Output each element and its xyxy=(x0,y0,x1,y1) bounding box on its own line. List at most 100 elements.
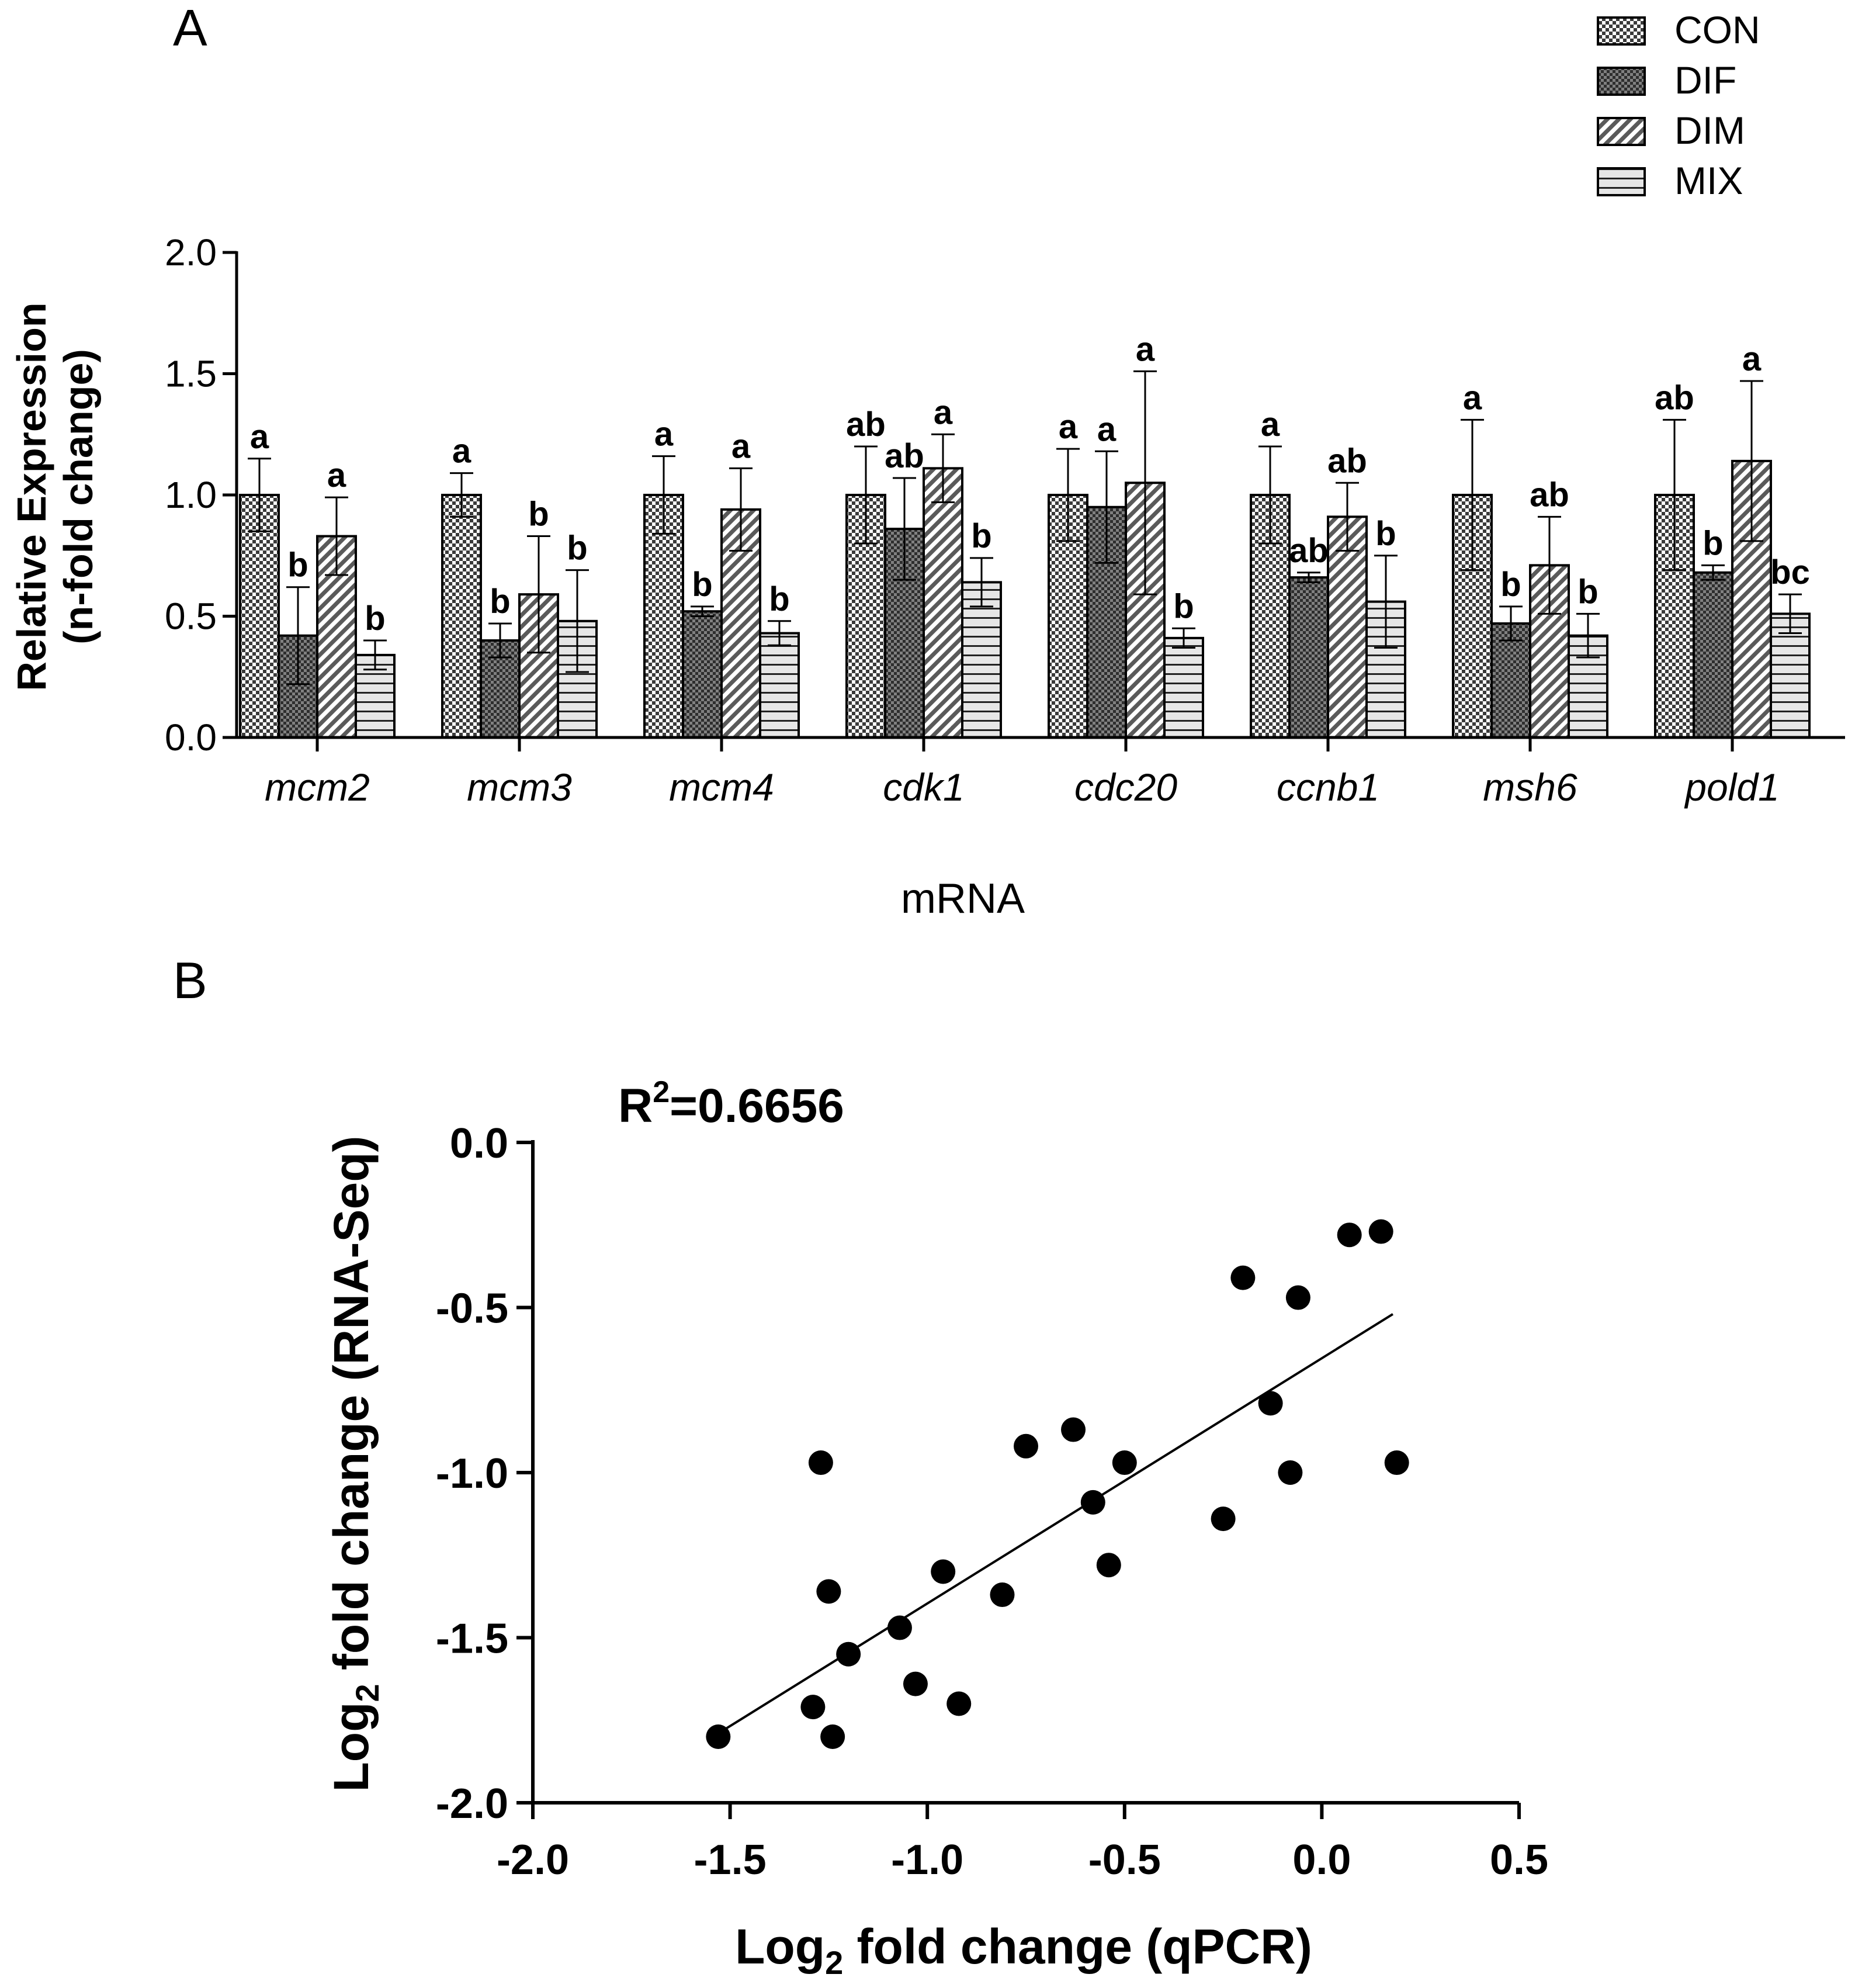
significance-letter: b xyxy=(528,496,549,534)
scatter-point xyxy=(1061,1417,1086,1442)
x-label-log: Log xyxy=(735,1919,825,1974)
significance-letter: a xyxy=(250,418,269,456)
regression-line xyxy=(717,1313,1393,1735)
scatter-x-tick-label: 0.0 xyxy=(1292,1837,1351,1883)
x-axis-label: mRNA xyxy=(901,875,1025,922)
bar-dif-mcm4 xyxy=(682,610,723,739)
scatter-point xyxy=(1368,1219,1393,1244)
significance-letter: b xyxy=(567,529,587,567)
x-label-sub: 2 xyxy=(825,1944,843,1981)
significance-letter: a xyxy=(1136,330,1155,368)
legend-swatch-dif xyxy=(1597,67,1646,96)
y-label-rest: fold change (RNA-Seq) xyxy=(324,1135,379,1684)
scatter-x-tick-label: 0.5 xyxy=(1490,1837,1548,1883)
significance-letter: b xyxy=(692,566,712,604)
scatter-point xyxy=(1112,1450,1137,1476)
scatter-point xyxy=(990,1582,1015,1608)
legend-swatch-mix xyxy=(1597,167,1646,196)
significance-letter: a xyxy=(654,415,674,453)
legend-swatch-dim xyxy=(1597,117,1646,146)
scatter-y-axis-label: Log2 fold change (RNA-Seq) xyxy=(324,1135,386,1792)
scatter-y-tick-label: -0.5 xyxy=(436,1286,508,1332)
significance-letter: ab xyxy=(1289,532,1329,570)
scatter-point xyxy=(1230,1265,1256,1290)
scatter-point xyxy=(946,1691,972,1716)
category-label-pold1: pold1 xyxy=(1684,766,1780,809)
bar-mix-cdk1 xyxy=(961,581,1002,739)
bar-con-mcm2 xyxy=(239,494,280,739)
scatter-points xyxy=(706,1219,1409,1749)
legend-label-mix: MIX xyxy=(1674,159,1743,202)
scatter-point xyxy=(1384,1450,1409,1476)
y-tick-label: 1.0 xyxy=(165,474,217,516)
scatter-y-tick-label: -1.5 xyxy=(436,1616,508,1663)
panel-a-label: A xyxy=(173,0,207,57)
bar-con-mcm3 xyxy=(441,494,482,739)
significance-letter: a xyxy=(1742,340,1762,378)
y-axis-label-line2: (n-fold change) xyxy=(56,349,101,644)
scatter-y-tick-label: 0.0 xyxy=(450,1120,508,1167)
significance-letter: ab xyxy=(846,406,886,444)
legend-label-con: CON xyxy=(1674,8,1760,51)
scatter-y-ticks: 0.0 -0.5 -1.0 -1.5 -2.0 xyxy=(436,1120,533,1827)
x-label-rest: fold change (qPCR) xyxy=(843,1919,1312,1974)
bar-mix-pold1 xyxy=(1770,612,1811,739)
y-tick-label: 2.0 xyxy=(165,231,217,273)
bar-dif-pold1 xyxy=(1693,571,1733,739)
scatter-point xyxy=(1337,1222,1362,1248)
scatter-point xyxy=(1014,1433,1038,1459)
scatter-point xyxy=(931,1559,956,1584)
scatter-point xyxy=(1258,1391,1283,1416)
bar-chart-y-ticks: 0.0 0.5 1.0 1.5 2.0 xyxy=(165,231,237,759)
significance-letter: ab xyxy=(1327,442,1367,480)
scatter-point xyxy=(808,1450,833,1476)
significance-letter: a xyxy=(1261,406,1280,444)
scatter-point xyxy=(1278,1460,1303,1485)
significance-letter: ab xyxy=(1530,476,1569,514)
significance-letter: b xyxy=(1173,587,1194,625)
bar-dim-ccnb1 xyxy=(1327,515,1368,739)
scatter-x-ticks: -2.0 -1.5 -1.0 -0.5 0.0 0.5 xyxy=(497,1803,1548,1883)
scatter-point xyxy=(1285,1285,1310,1310)
category-label-mcm4: mcm4 xyxy=(669,766,774,809)
bar-dif-ccnb1 xyxy=(1288,576,1329,739)
significance-letter: b xyxy=(1703,524,1723,562)
r-squared-prefix: R xyxy=(618,1079,653,1132)
category-label-ccnb1: ccnb1 xyxy=(1277,766,1379,809)
regression-line-layer xyxy=(717,1313,1393,1735)
category-label-mcm3: mcm3 xyxy=(467,766,572,809)
significance-letter: b xyxy=(1375,515,1396,553)
legend: CON DIF DIM MIX xyxy=(1597,8,1760,202)
significance-letter: a xyxy=(327,456,346,494)
scatter-x-tick-label: -1.0 xyxy=(891,1837,963,1883)
significance-letter: b xyxy=(769,580,789,618)
significance-letter: b xyxy=(287,546,308,584)
scatter-y-tick-label: -1.0 xyxy=(436,1450,508,1497)
scatter-axes xyxy=(531,1140,1519,1805)
r-squared-sup: 2 xyxy=(653,1075,670,1109)
significance-letter: b xyxy=(490,583,510,621)
scatter-point xyxy=(816,1579,841,1604)
significance-letter: bc xyxy=(1770,553,1810,591)
legend-swatch-con xyxy=(1597,16,1646,46)
significance-letter: a xyxy=(1097,410,1117,448)
scatter-x-axis-label: Log2 fold change (qPCR) xyxy=(735,1919,1312,1981)
bar-chart-category-labels: mcm2 mcm3 mcm4 cdk1 cdc20 ccnb1 msh6 pold1 xyxy=(265,737,1780,809)
category-label-mcm2: mcm2 xyxy=(265,766,370,809)
significance-letter: ab xyxy=(885,437,924,475)
legend-label-dim: DIM xyxy=(1674,109,1745,152)
significance-letter: ab xyxy=(1655,379,1694,417)
y-tick-label: 0.0 xyxy=(165,716,217,759)
panel-b-label: B xyxy=(173,951,207,1009)
y-tick-label: 1.5 xyxy=(165,353,217,395)
category-label-cdc20: cdc20 xyxy=(1074,766,1177,809)
bar-dim-cdk1 xyxy=(923,467,963,739)
scatter-point xyxy=(1211,1506,1236,1532)
scatter-point xyxy=(1096,1553,1121,1578)
significance-letter: a xyxy=(731,427,751,465)
significance-letter: b xyxy=(971,517,991,555)
category-label-cdk1: cdk1 xyxy=(883,766,964,809)
significance-letter: a xyxy=(934,393,953,431)
significance-letter: a xyxy=(1059,408,1078,446)
